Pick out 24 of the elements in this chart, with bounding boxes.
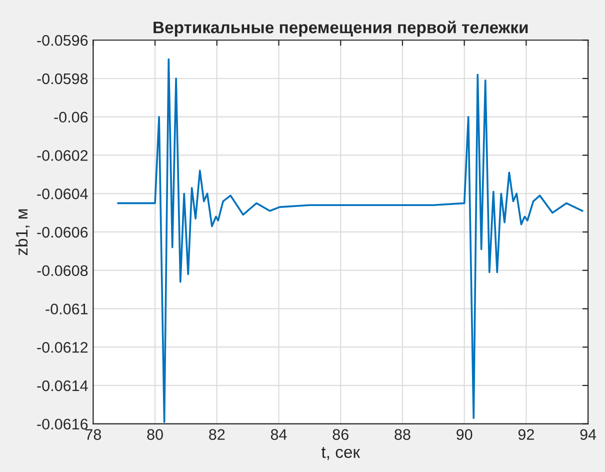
- x-tick-label: 86: [332, 429, 348, 440]
- y-tick-label: -0.0598: [37, 73, 88, 84]
- x-tick-label: 84: [270, 429, 287, 440]
- y-tick-label: -0.0602: [37, 150, 88, 161]
- y-axis-title: zb1, м: [15, 209, 30, 256]
- x-tick-label: 80: [147, 429, 163, 440]
- chart-title: Вертикальные перемещения первой тележки: [154, 20, 528, 37]
- y-tick-label: -0.0612: [37, 342, 88, 353]
- x-tick-label: 78: [85, 429, 102, 440]
- y-tick-label: -0.0606: [37, 226, 88, 238]
- y-tick-label: -0.06: [54, 112, 88, 123]
- x-tick-label: 82: [209, 429, 225, 440]
- x-tick-label: 90: [456, 429, 472, 440]
- y-tick-label: -0.0604: [37, 188, 88, 200]
- y-tick-label: -0.0596: [37, 34, 88, 46]
- y-tick-label: -0.0608: [37, 265, 88, 276]
- y-tick-label: -0.0614: [37, 380, 88, 392]
- y-tick-label: -0.0616: [37, 418, 88, 430]
- x-tick-label: 88: [394, 429, 410, 440]
- line-series: [117, 58, 584, 423]
- x-tick-label: 92: [518, 429, 534, 440]
- x-tick-label: 94: [580, 429, 596, 440]
- x-axis-title: t, сек: [321, 447, 360, 460]
- y-tick-label: -0.061: [46, 304, 88, 314]
